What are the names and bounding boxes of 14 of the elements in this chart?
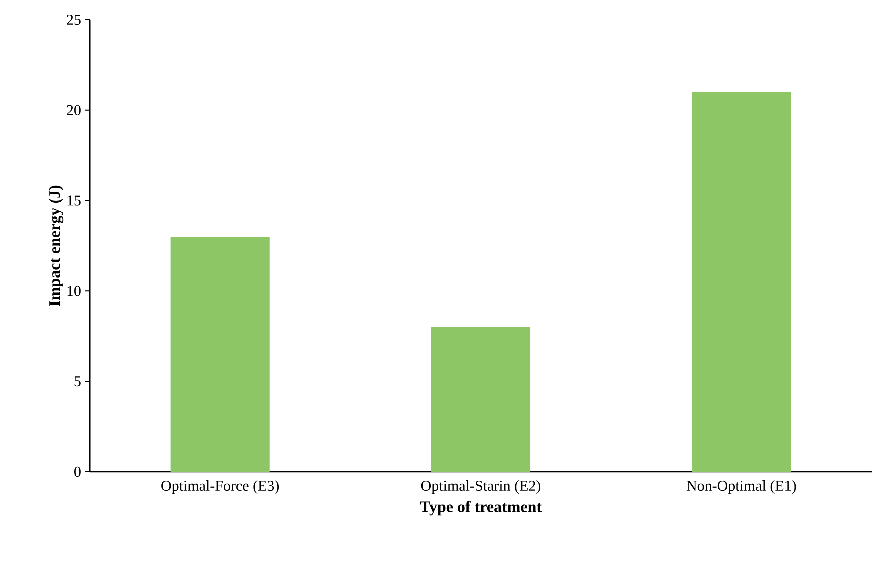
x-tick-label: Non-Optimal (E1) — [686, 480, 796, 494]
bar — [692, 92, 792, 472]
bar — [431, 327, 531, 472]
x-tick-label: Optimal-Starin (E2) — [421, 480, 541, 494]
bar — [170, 236, 270, 472]
y-tick-label: 10 — [68, 286, 81, 296]
y-tick-label: 0 — [74, 466, 81, 478]
y-tick-label: 15 — [68, 196, 81, 206]
y-axis-title: Impact energy (J) — [48, 186, 64, 306]
x-axis-title: Type of treatment — [420, 500, 542, 516]
y-tick-label: 5 — [74, 376, 81, 387]
x-tick-label: Optimal-Force (E3) — [162, 480, 280, 494]
y-tick-label: 20 — [67, 105, 81, 116]
y-tick-label: 25 — [67, 14, 81, 26]
